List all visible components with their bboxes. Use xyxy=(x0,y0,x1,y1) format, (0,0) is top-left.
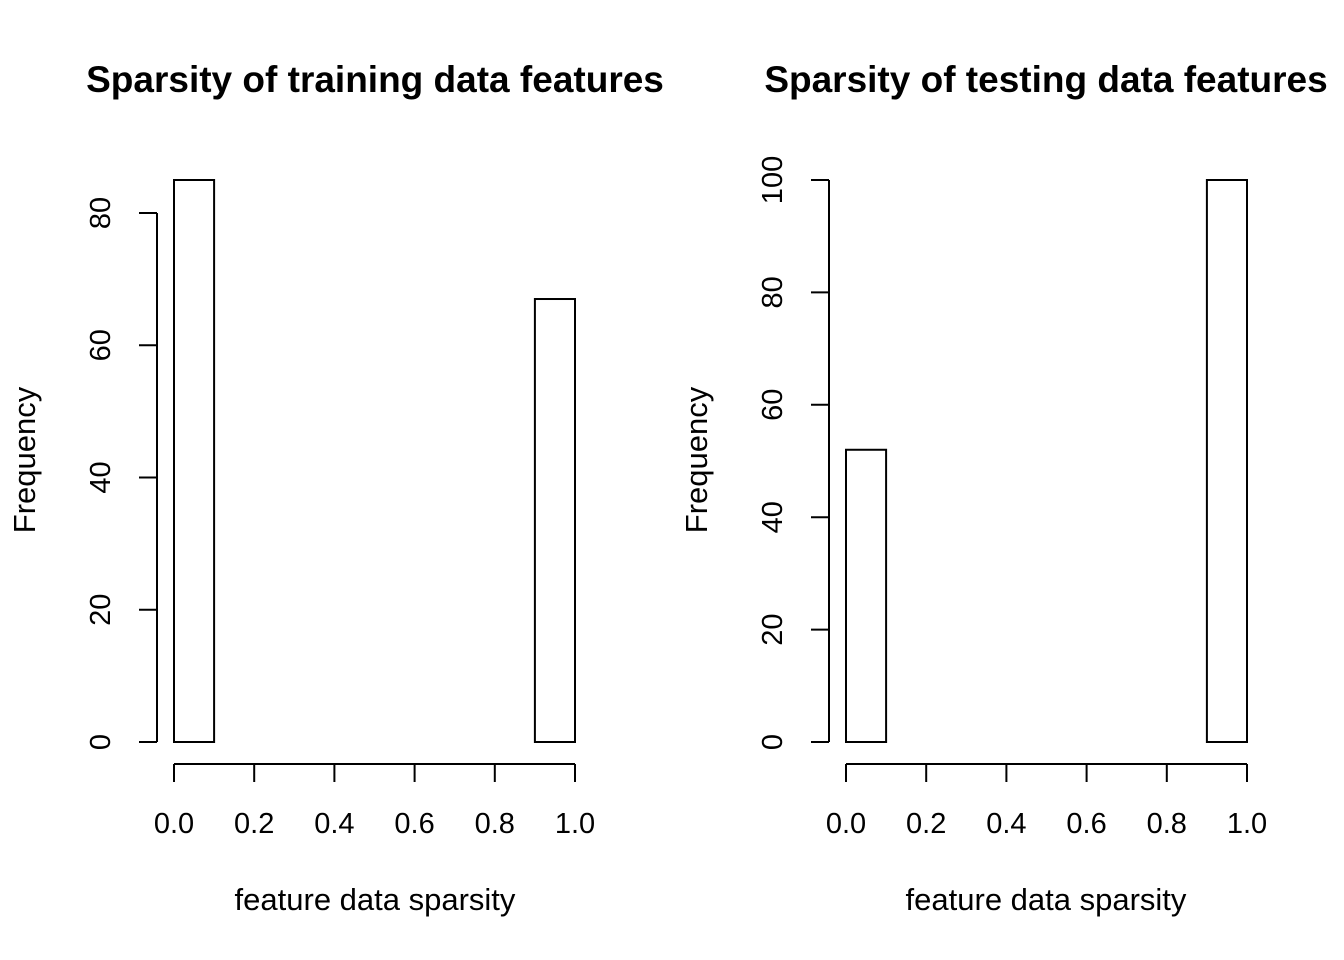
x-tick-label: 0.8 xyxy=(1147,808,1187,840)
x-axis-label: feature data sparsity xyxy=(235,882,516,917)
x-tick-label: 0.8 xyxy=(475,808,515,840)
histogram-bar xyxy=(533,298,577,743)
histogram-bar xyxy=(173,179,216,743)
panel-testing: Sparsity of testing data features Freque… xyxy=(679,59,1328,917)
y-axis: 0 20 40 60 80 xyxy=(85,197,158,750)
y-tick-label: 20 xyxy=(757,613,789,645)
x-axis: 0.0 0.2 0.4 0.6 0.8 1.0 xyxy=(826,763,1267,840)
y-tick-label: 0 xyxy=(757,734,789,750)
x-tick-label: 0.6 xyxy=(394,808,434,840)
y-tick-label: 80 xyxy=(85,197,117,229)
chart-title: Sparsity of testing data features xyxy=(764,59,1327,100)
histogram-bar xyxy=(1205,179,1249,743)
x-tick-label: 0.6 xyxy=(1066,808,1106,840)
bars xyxy=(845,179,1249,743)
chart-title: Sparsity of training data features xyxy=(86,59,664,100)
x-tick-label: 0.0 xyxy=(826,808,866,840)
x-axis-label: feature data sparsity xyxy=(906,882,1187,917)
x-tick-label: 1.0 xyxy=(1227,808,1267,840)
y-tick-label: 20 xyxy=(85,594,117,626)
x-axis: 0.0 0.2 0.4 0.6 0.8 1.0 xyxy=(154,763,595,840)
y-axis: 0 20 40 60 80 100 xyxy=(757,156,830,750)
y-tick-label: 60 xyxy=(757,389,789,421)
y-tick-label: 0 xyxy=(85,734,117,750)
bars xyxy=(173,179,577,743)
x-tick-label: 0.4 xyxy=(314,808,354,840)
x-tick-label: 1.0 xyxy=(555,808,595,840)
y-tick-label: 80 xyxy=(757,276,789,308)
y-tick-label: 100 xyxy=(757,156,789,204)
y-axis-label: Frequency xyxy=(7,386,42,533)
panel-training: Sparsity of training data features Frequ… xyxy=(7,59,664,917)
y-tick-label: 40 xyxy=(85,461,117,493)
x-tick-label: 0.2 xyxy=(906,808,946,840)
y-tick-label: 60 xyxy=(85,329,117,361)
x-tick-label: 0.2 xyxy=(234,808,274,840)
histogram-bar xyxy=(845,448,888,743)
x-tick-label: 0.0 xyxy=(154,808,194,840)
y-axis-label: Frequency xyxy=(679,386,714,533)
y-tick-label: 40 xyxy=(757,501,789,533)
x-tick-label: 0.4 xyxy=(986,808,1026,840)
